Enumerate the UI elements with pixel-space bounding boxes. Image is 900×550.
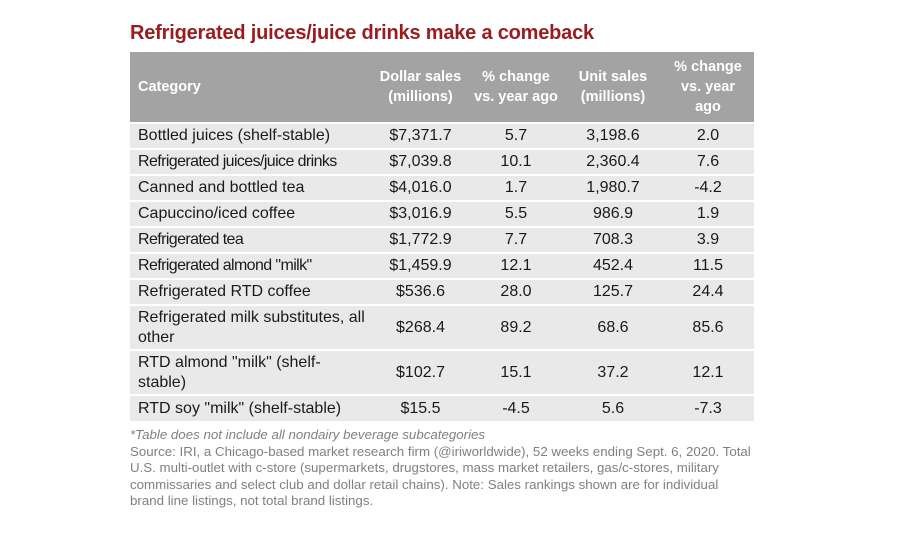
- table-row: Capuccino/iced coffee $3,016.9 5.5 986.9 1.9: [130, 200, 754, 227]
- cell-unit-sales: 125.7: [564, 278, 662, 305]
- cell-category: Canned and bottled tea: [130, 174, 373, 201]
- cell-unit-sales: 5.6: [564, 394, 662, 421]
- cell-dollar-change: 1.7: [468, 174, 564, 201]
- cell-unit-change: -4.2: [662, 174, 754, 201]
- cell-category: Refrigerated tea: [130, 226, 373, 253]
- chart-title: Refrigerated juices/juice drinks make a …: [130, 22, 594, 44]
- cell-dollar-change: 12.1: [468, 252, 564, 279]
- cell-unit-sales: 3,198.6: [564, 122, 662, 149]
- cell-unit-sales: 986.9: [564, 200, 662, 227]
- cell-unit-sales: 68.6: [564, 304, 662, 350]
- cell-unit-sales: 452.4: [564, 252, 662, 279]
- cell-dollar-sales: $7,039.8: [373, 148, 468, 175]
- cell-unit-change: 7.6: [662, 148, 754, 175]
- header-row: Category Dollar sales (millions) % chang…: [130, 52, 754, 123]
- cell-dollar-change: 5.5: [468, 200, 564, 227]
- cell-unit-change: 12.1: [662, 349, 754, 395]
- cell-dollar-sales: $7,371.7: [373, 122, 468, 149]
- footnote-source: Source: IRI, a Chicago-based market rese…: [130, 443, 751, 509]
- column-header-unit-sales: Unit sales (millions): [564, 52, 662, 123]
- table-row: Refrigerated milk substitutes, all other…: [130, 304, 754, 350]
- cell-unit-sales: 37.2: [564, 349, 662, 395]
- cell-dollar-sales: $536.6: [373, 278, 468, 305]
- cell-unit-change: 1.9: [662, 200, 754, 227]
- table-header: Category Dollar sales (millions) % chang…: [130, 52, 754, 123]
- cell-dollar-sales: $1,459.9: [373, 252, 468, 279]
- table-row: Refrigerated almond "milk" $1,459.9 12.1 45…: [130, 252, 754, 279]
- cell-dollar-sales: $268.4: [373, 304, 468, 350]
- column-header-dollar-change: % change vs. year ago: [468, 52, 564, 123]
- chart-container: Refrigerated juices/juice drinks make a …: [130, 20, 754, 510]
- cell-dollar-sales: $3,016.9: [373, 200, 468, 227]
- cell-unit-sales: 708.3: [564, 226, 662, 253]
- cell-category: Refrigerated milk substitutes, all other: [130, 304, 373, 350]
- table-row: Canned and bottled tea $4,016.0 1.7 1,980.7…: [130, 174, 754, 201]
- table-row: Refrigerated RTD coffee $536.6 28.0 125.7 24…: [130, 278, 754, 305]
- cell-category: RTD almond "milk" (shelf-stable): [130, 349, 373, 395]
- footnote-asterisk: *Table does not include all nondairy bev…: [130, 427, 486, 442]
- cell-category: RTD soy "milk" (shelf-stable): [130, 394, 373, 421]
- cell-unit-change: 2.0: [662, 122, 754, 149]
- table-row: RTD almond "milk" (shelf-stable) $102.7 15…: [130, 349, 754, 395]
- cell-dollar-change: 89.2: [468, 304, 564, 350]
- column-header-unit-change: % change vs. year ago: [662, 52, 754, 123]
- cell-unit-sales: 1,980.7: [564, 174, 662, 201]
- cell-dollar-sales: $4,016.0: [373, 174, 468, 201]
- cell-unit-change: -7.3: [662, 394, 754, 421]
- cell-dollar-change: 5.7: [468, 122, 564, 149]
- table-row: RTD soy "milk" (shelf-stable) $15.5 -4.5 5.…: [130, 394, 754, 421]
- cell-category: Refrigerated almond "milk": [130, 252, 373, 279]
- table-row: Refrigerated juices/juice drinks $7,039.8…: [130, 148, 754, 175]
- column-header-dollar-sales: Dollar sales (millions): [373, 52, 468, 123]
- column-header-category: Category: [130, 52, 373, 123]
- cell-dollar-change: 7.7: [468, 226, 564, 253]
- cell-dollar-change: 15.1: [468, 349, 564, 395]
- table-row: Bottled juices (shelf-stable) $7,371.7 5.7…: [130, 122, 754, 149]
- table-row: Refrigerated tea $1,772.9 7.7 708.3 3.9: [130, 226, 754, 253]
- cell-category: Bottled juices (shelf-stable): [130, 122, 373, 149]
- cell-dollar-change: 28.0: [468, 278, 564, 305]
- cell-unit-sales: 2,360.4: [564, 148, 662, 175]
- cell-dollar-sales: $15.5: [373, 394, 468, 421]
- cell-unit-change: 11.5: [662, 252, 754, 279]
- cell-unit-change: 3.9: [662, 226, 754, 253]
- cell-dollar-change: -4.5: [468, 394, 564, 421]
- cell-category: Refrigerated juices/juice drinks: [130, 148, 373, 175]
- cell-unit-change: 85.6: [662, 304, 754, 350]
- cell-dollar-change: 10.1: [468, 148, 564, 175]
- cell-unit-change: 24.4: [662, 278, 754, 305]
- cell-category: Refrigerated RTD coffee: [130, 278, 373, 305]
- table-body: Bottled juices (shelf-stable) $7,371.7 5.7…: [130, 122, 754, 421]
- cell-category: Capuccino/iced coffee: [130, 200, 373, 227]
- cell-dollar-sales: $1,772.9: [373, 226, 468, 253]
- cell-dollar-sales: $102.7: [373, 349, 468, 395]
- sales-table: Category Dollar sales (millions) % chang…: [130, 52, 754, 421]
- footnotes: *Table does not include all nondairy bev…: [130, 427, 754, 510]
